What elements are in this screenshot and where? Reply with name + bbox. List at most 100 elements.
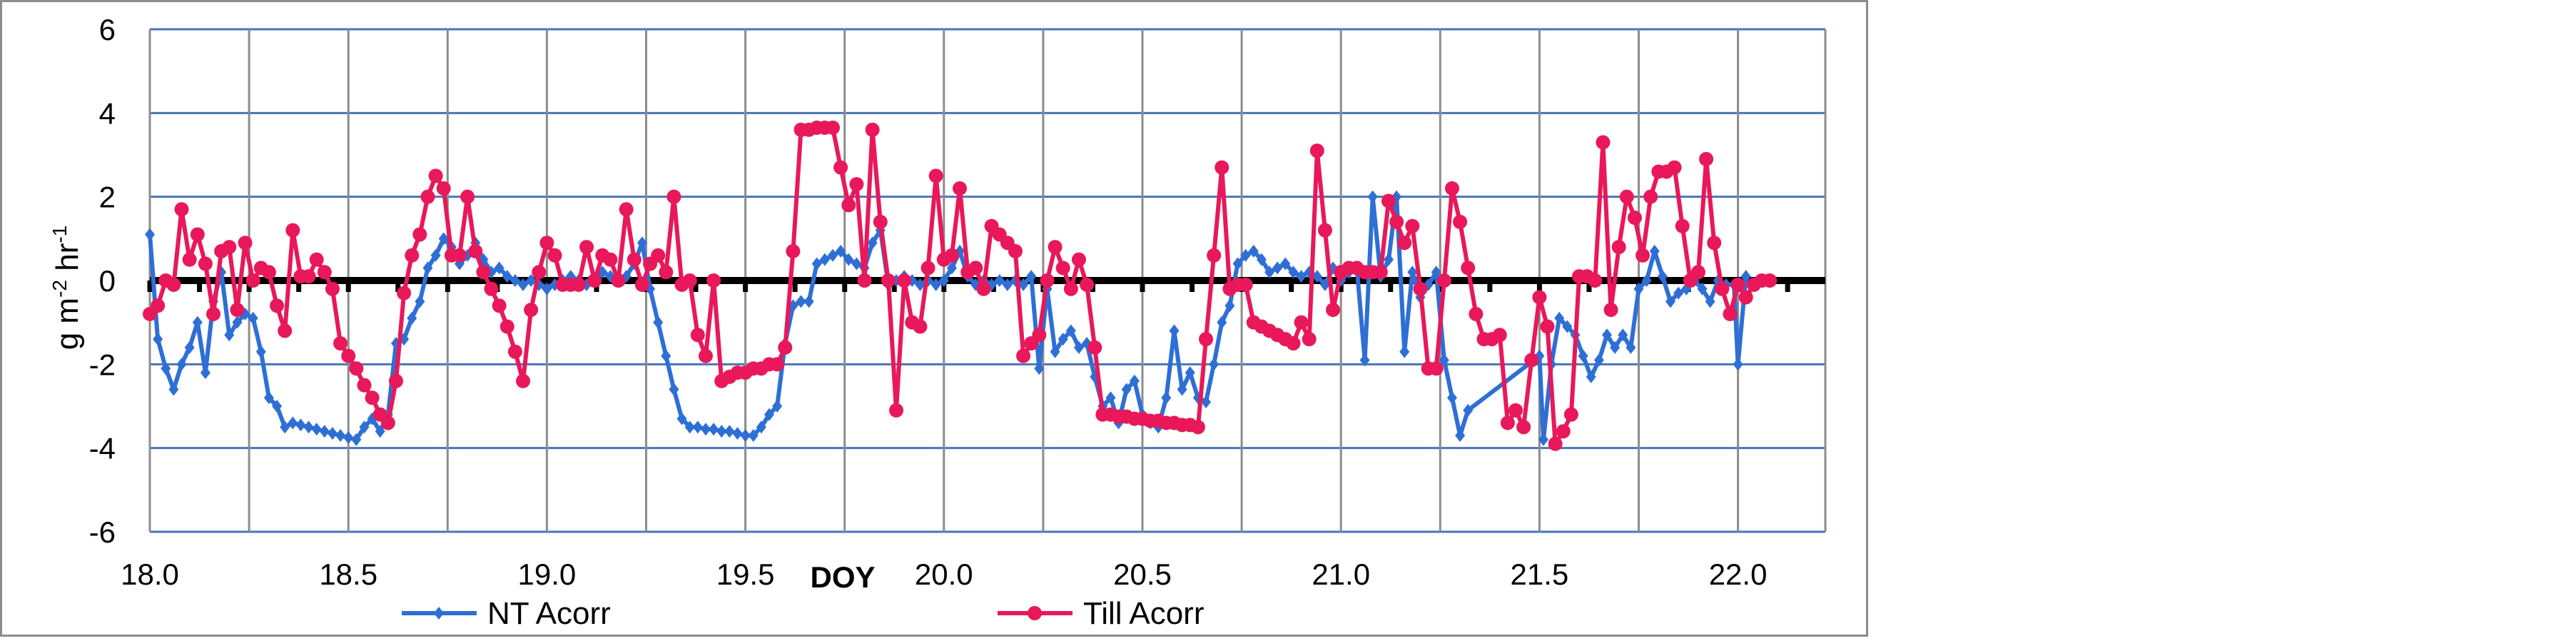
data-point	[232, 316, 243, 329]
data-point	[1461, 261, 1476, 276]
legend-label: Till Acorr	[1083, 596, 1205, 631]
data-point	[153, 333, 163, 346]
data-point	[1309, 143, 1324, 158]
data-point	[295, 418, 306, 432]
data-point	[603, 252, 618, 267]
y-tick-label: 0	[99, 264, 116, 298]
data-point	[198, 256, 213, 271]
y-tick-label: -4	[89, 432, 116, 465]
data-point	[500, 319, 514, 334]
data-point	[571, 277, 586, 292]
data-point	[375, 425, 385, 438]
data-point	[826, 120, 841, 135]
tick-labels: -6 -4 -2 0 2 4 6 18.0 18.5 19.0 19.5 20.0 20.5 21.0 21…	[89, 13, 1768, 591]
data-point	[1740, 270, 1751, 283]
data-point	[682, 273, 697, 288]
data-point	[634, 277, 649, 292]
data-point	[1294, 315, 1309, 330]
data-point	[811, 257, 822, 271]
data-point	[619, 202, 634, 217]
series-line	[148, 125, 1770, 446]
data-point	[921, 261, 935, 276]
data-point	[1105, 391, 1116, 405]
data-point	[637, 236, 647, 250]
data-point	[849, 177, 864, 192]
y-label-unit: hr	[50, 243, 85, 280]
data-point	[539, 236, 554, 251]
data-point	[1673, 286, 1684, 300]
data-point	[740, 429, 751, 443]
x-tick-label: 21.5	[1511, 557, 1569, 591]
data-point	[692, 420, 703, 434]
data-point	[1383, 253, 1394, 266]
data-point	[851, 257, 862, 271]
data-point	[651, 248, 666, 263]
x-tick-label: 22.0	[1709, 557, 1768, 591]
data-point	[1626, 340, 1636, 354]
data-point	[1633, 282, 1644, 296]
data-point	[263, 391, 274, 405]
data-point	[1524, 353, 1539, 368]
data-point	[1217, 316, 1227, 329]
data-point	[1397, 236, 1412, 251]
data-point	[889, 403, 904, 418]
data-point	[865, 122, 880, 137]
data-point	[436, 181, 451, 196]
data-point	[1201, 395, 1212, 409]
data-point	[1723, 306, 1738, 321]
data-point	[1209, 358, 1219, 371]
data-point	[1050, 345, 1060, 358]
data-point	[857, 273, 872, 288]
data-point	[1288, 266, 1299, 279]
data-point	[278, 323, 293, 338]
data-point	[968, 261, 983, 276]
data-point	[460, 189, 475, 204]
data-point	[867, 236, 878, 250]
data-point	[1636, 248, 1650, 263]
data-point	[1399, 345, 1410, 358]
data-point	[261, 265, 276, 280]
data-point	[1763, 273, 1778, 288]
data-point	[388, 373, 403, 388]
data-point	[430, 248, 441, 262]
data-point	[230, 303, 245, 318]
data-point	[1407, 266, 1418, 279]
data-point	[311, 423, 322, 436]
data-point	[1554, 311, 1565, 325]
data-point	[1129, 374, 1140, 388]
data-point	[1610, 340, 1621, 354]
data-point	[1516, 420, 1531, 435]
data-point	[913, 319, 928, 334]
data-point	[669, 383, 679, 396]
data-point	[1641, 274, 1652, 287]
data-point	[168, 383, 179, 396]
data-point	[317, 265, 332, 280]
series-group	[143, 120, 1778, 451]
data-point	[1588, 273, 1603, 288]
data-point	[772, 400, 783, 413]
data-point	[828, 248, 838, 262]
data-point	[365, 390, 380, 405]
data-point	[518, 278, 529, 291]
data-point	[248, 311, 258, 325]
data-point	[1463, 403, 1474, 417]
data-point	[174, 202, 189, 217]
x-tick-label: 19.0	[518, 557, 577, 591]
data-point	[438, 232, 449, 246]
data-point	[756, 420, 766, 434]
data-point	[1446, 391, 1457, 405]
data-point	[1532, 290, 1547, 305]
data-point	[468, 243, 483, 258]
y-tick-label: -2	[89, 348, 116, 381]
data-point	[492, 298, 507, 313]
data-point	[1065, 324, 1076, 338]
data-point	[288, 416, 298, 430]
data-point	[836, 244, 846, 258]
data-point	[351, 433, 362, 446]
data-point	[897, 273, 912, 288]
y-tick-label: 6	[99, 13, 116, 46]
data-point	[1548, 436, 1563, 451]
data-point	[732, 427, 743, 440]
x-tick-label: 21.0	[1312, 557, 1370, 591]
data-point	[245, 273, 260, 288]
